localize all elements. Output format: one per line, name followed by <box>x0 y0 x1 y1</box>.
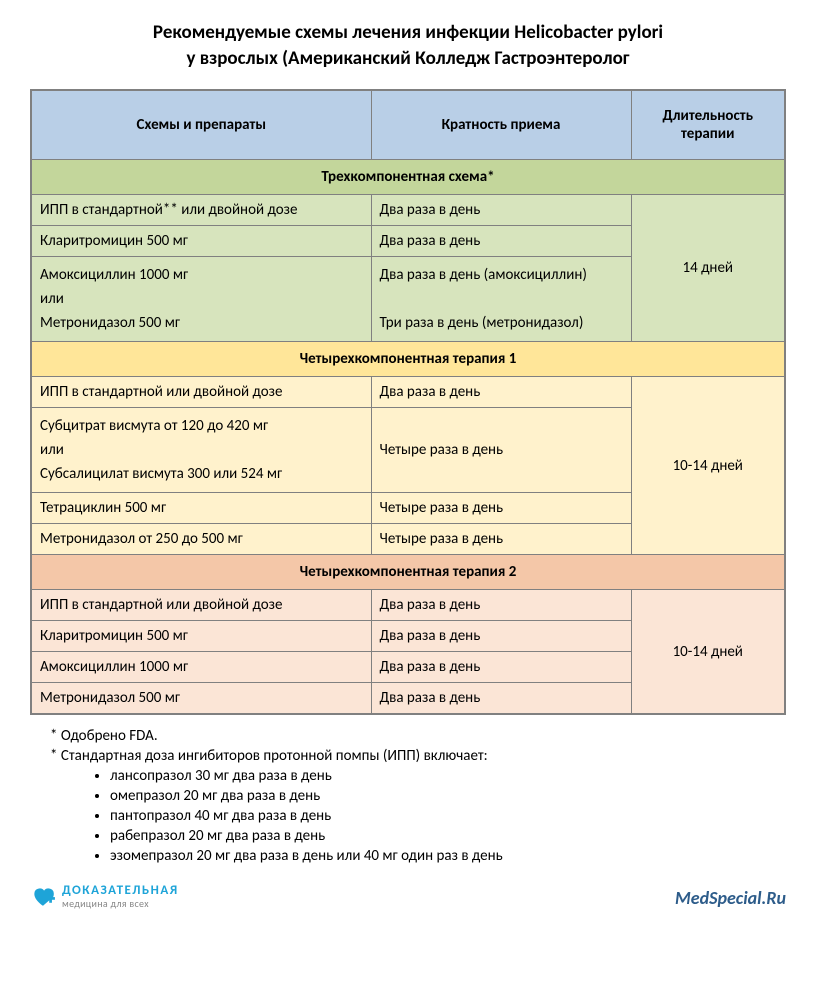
frequency-cell: Два раза в день (амоксициллин) Три раза … <box>371 257 631 342</box>
table-body: Трехкомпонентная схема*ИПП в стандартной… <box>31 160 785 715</box>
footnote-1: * Одобрено FDA. <box>50 727 786 745</box>
page-footer: ДОКАЗАТЕЛЬНАЯ медицина для всех MedSpeci… <box>30 883 786 909</box>
therapy-table: Схемы и препараты Кратность приема Длите… <box>30 89 786 715</box>
drug-cell: Тетрациклин 500 мг <box>31 493 371 524</box>
duration-cell: 10-14 дней <box>631 377 785 555</box>
footnote-item: эзомепразол 20 мг два раза в день или 40… <box>110 847 786 865</box>
logo: ДОКАЗАТЕЛЬНАЯ медицина для всех <box>30 883 179 909</box>
frequency-cell: Два раза в день <box>371 621 631 652</box>
frequency-cell: Четыре раза в день <box>371 524 631 555</box>
title-line-2: у взрослых (Американский Колледж Гастроэ… <box>186 47 629 70</box>
footnote-2: * Стандартная доза ингибиторов протонной… <box>50 747 786 765</box>
drug-cell: Кларитромицин 500 мг <box>31 226 371 257</box>
drug-cell: Кларитромицин 500 мг <box>31 621 371 652</box>
logo-line-2: медицина для всех <box>62 899 179 909</box>
section-heading: Трехкомпонентная схема* <box>31 160 785 195</box>
heart-plus-icon <box>30 883 56 909</box>
section-heading: Четырехкомпонентная терапия 2 <box>31 555 785 590</box>
footnote-item: рабепразол 20 мг два раза в день <box>110 827 786 845</box>
drug-cell: ИПП в стандартной или двойной дозе <box>31 590 371 621</box>
footnote-item: пантопразол 40 мг два раза в день <box>110 807 786 825</box>
frequency-cell: Два раза в день <box>371 195 631 226</box>
drug-cell: ИПП в стандартной** или двойной дозе <box>31 195 371 226</box>
frequency-cell: Четыре раза в день <box>371 408 631 493</box>
drug-cell: Метронидазол 500 мг <box>31 683 371 715</box>
footnote-list: лансопразол 30 мг два раза в день омепраз… <box>50 767 786 865</box>
frequency-cell: Два раза в день <box>371 683 631 715</box>
duration-cell: 10-14 дней <box>631 590 785 715</box>
frequency-cell: Два раза в день <box>371 590 631 621</box>
drug-cell: Амоксициллин 1000 мг <box>31 652 371 683</box>
frequency-cell: Четыре раза в день <box>371 493 631 524</box>
footnotes: * Одобрено FDA. * Стандартная доза ингиб… <box>30 727 786 865</box>
col-header-duration: Длительность терапии <box>631 90 785 160</box>
drug-cell: Субцитрат висмута от 120 до 420 мгилиСуб… <box>31 408 371 493</box>
drug-cell: Амоксициллин 1000 мгилиМетронидазол 500 … <box>31 257 371 342</box>
page-title: Рекомендуемые схемы лечения инфекции Hel… <box>30 20 786 71</box>
duration-cell: 14 дней <box>631 195 785 342</box>
site-name: MedSpecial.Ru <box>675 887 786 909</box>
footnote-item: лансопразол 30 мг два раза в день <box>110 767 786 785</box>
drug-cell: ИПП в стандартной или двойной дозе <box>31 377 371 408</box>
section-heading: Четырехкомпонентная терапия 1 <box>31 342 785 377</box>
title-line-1: Рекомендуемые схемы лечения инфекции Hel… <box>153 21 663 44</box>
frequency-cell: Два раза в день <box>371 652 631 683</box>
logo-line-1: ДОКАЗАТЕЛЬНАЯ <box>62 884 179 897</box>
frequency-cell: Два раза в день <box>371 226 631 257</box>
frequency-cell: Два раза в день <box>371 377 631 408</box>
footnote-item: омепразол 20 мг два раза в день <box>110 787 786 805</box>
col-header-drugs: Схемы и препараты <box>31 90 371 160</box>
drug-cell: Метронидазол от 250 до 500 мг <box>31 524 371 555</box>
col-header-frequency: Кратность приема <box>371 90 631 160</box>
